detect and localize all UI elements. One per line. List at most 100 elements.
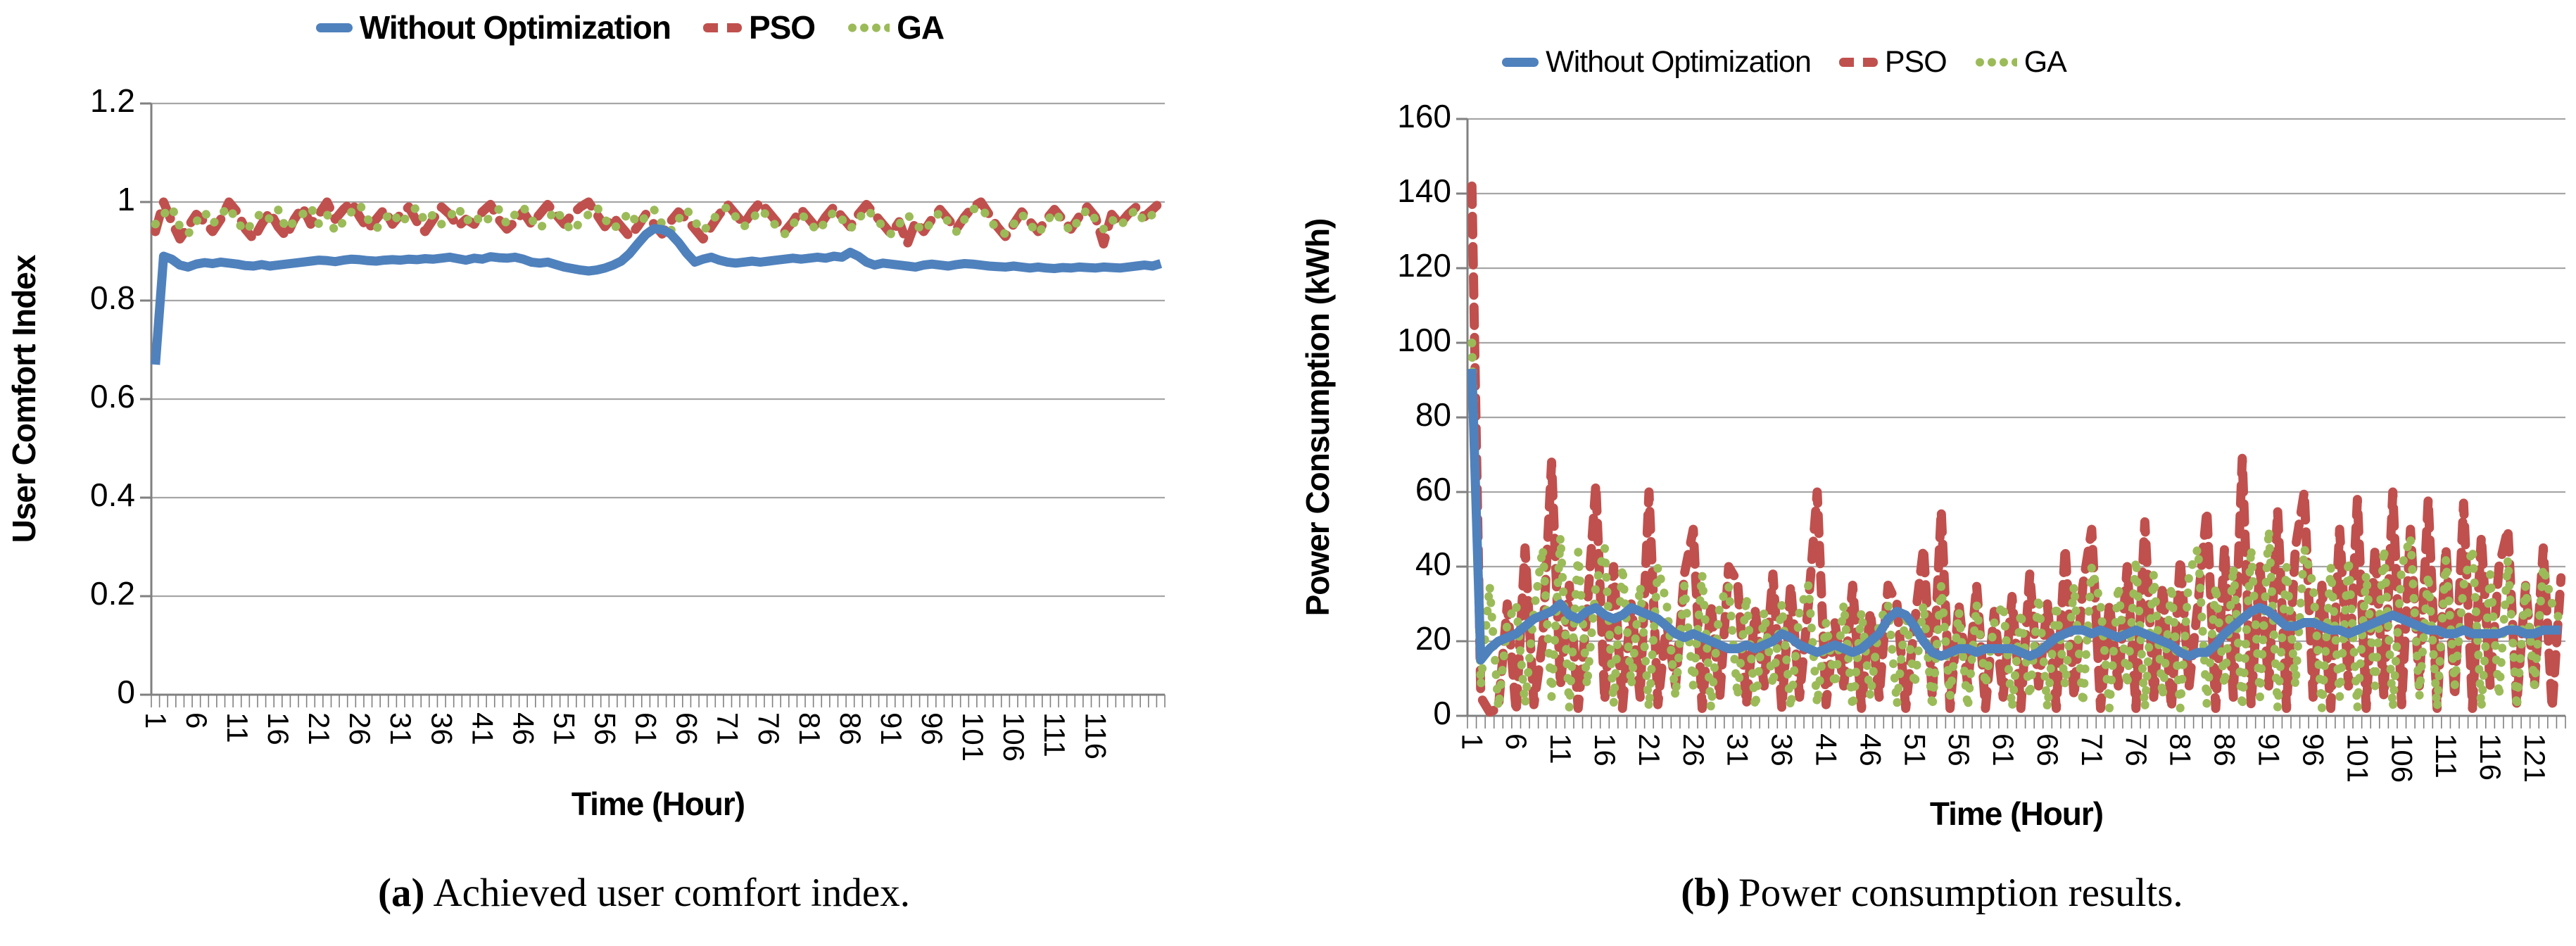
x-tick-label: 46 [507,712,540,745]
y-tick-label: 1 [117,181,135,217]
x-tick-label: 111 [2430,733,2463,778]
y-tick-label: 140 [1397,172,1451,209]
x-tick-label: 51 [548,712,581,745]
x-tick-label: 116 [1079,712,1112,759]
y-tick-label: 0 [117,674,135,710]
x-tick-label: 101 [2341,733,2374,783]
x-tick-label: 106 [997,712,1030,762]
caption-a-text: Achieved user comfort index. [433,871,910,915]
x-tick-label: 31 [1722,733,1755,767]
caption-a-tag: (a) [378,871,425,915]
caption-b-tag: (b) [1681,871,1730,915]
x-tick-label: 71 [2076,733,2109,767]
x-tick-label: 46 [1854,733,1887,767]
x-tick-label: 116 [2474,733,2507,781]
x-tick-label: 86 [2209,733,2242,767]
solid-line-icon [315,23,353,32]
series-line-without-optimization [1467,368,2561,664]
x-tick-label: 11 [221,712,254,743]
legend-item-without-optimization: Without Optimization [315,8,671,46]
x-tick-label: 1 [139,712,172,729]
x-tick-label: 81 [2164,733,2197,767]
x-tick-label: 86 [834,712,867,745]
y-tick-label: 60 [1415,471,1451,507]
y-axis-title: Power Consumption (kWh) [1299,219,1336,617]
x-tick-label: 66 [2031,733,2064,767]
legend-a: Without Optimization PSO GA [0,8,1274,46]
x-tick-label: 71 [712,712,745,745]
comfort-index-chart: 0 0.2 0.4 0.6 0.8 1 1.2 1 6 11 16 21 26 31 36 41 46 51 56 6… [0,0,1288,852]
legend-b: Without Optimization PSO GA [1140,45,2428,80]
x-tick-label: 76 [2120,733,2153,767]
x-tick-label: 91 [2253,733,2286,767]
x-tick-label: 61 [630,712,663,745]
legend-item-without-optimization: Without Optimization [1502,45,1812,80]
x-tick-label: 21 [1633,733,1666,767]
x-tick-label: 81 [793,712,826,745]
series-line-without-optimization [151,224,1163,365]
y-tick-label: 0.8 [90,279,135,316]
comfort-index-plot: 00.20.40.60.811.21 6 11 16 21 26 31 36 41 46 51 56 6… [6,82,1166,822]
legend-label: PSO [748,9,816,46]
dashed-line-icon [1838,58,1878,67]
x-tick-label: 96 [2297,733,2330,767]
x-tick-label: 26 [1677,733,1710,767]
x-tick-label: 56 [1943,733,1976,767]
legend-label: Without Optimization [359,9,671,46]
caption-b-text: Power consumption results. [1738,871,2183,915]
legend-label: GA [897,9,945,46]
legend-item-ga: GA [847,8,945,46]
x-tick-label: 31 [384,712,417,745]
x-tick-label: 11 [1544,733,1577,764]
x-tick-label: 36 [425,712,458,745]
dotted-line-icon [1974,58,2017,67]
y-tick-label: 100 [1397,322,1451,358]
y-tick-label: 0.6 [90,378,135,415]
x-tick-label: 76 [752,712,785,745]
x-tick-label: 26 [343,712,377,745]
legend-label: PSO [1884,45,1947,79]
legend-label: GA [2023,45,2067,79]
y-tick-label: 0.2 [90,575,135,612]
caption-a: (a) Achieved user comfort index. [0,870,1288,916]
y-tick-label: 120 [1397,247,1451,284]
series-line-ga [151,200,1166,239]
x-tick-label: 106 [2385,733,2418,783]
y-tick-label: 0 [1433,695,1451,731]
x-tick-label: 16 [1589,733,1622,767]
x-tick-label: 41 [1810,733,1843,767]
power-consumption-chart: 0 20 40 60 80 100 120 140 160 1 6 11 16 21 26 31 36 41 46 5… [1288,0,2576,852]
dashed-line-icon [702,23,742,32]
x-tick-label: 66 [671,712,704,745]
y-tick-label: 0.4 [90,477,135,513]
solid-line-icon [1502,58,1539,67]
x-tick-label: 6 [1500,733,1533,750]
x-tick-label: 96 [916,712,949,745]
y-tick-label: 40 [1415,545,1451,582]
caption-b: (b) Power consumption results. [1288,870,2576,916]
y-tick-label: 80 [1415,396,1451,433]
y-tick-label: 160 [1397,98,1451,134]
x-tick-label: 51 [1898,733,1931,767]
x-tick-label: 1 [1456,733,1489,750]
x-tick-label: 121 [2518,733,2551,783]
x-tick-label: 21 [303,712,336,745]
legend-item-pso: PSO [702,8,816,46]
x-tick-label: 101 [956,712,990,762]
x-tick-label: 111 [1038,712,1071,757]
legend-item-ga: GA [1974,45,2067,80]
x-axis-title: Time (Hour) [572,786,745,822]
x-tick-label: 36 [1766,733,1799,767]
y-tick-label: 1.2 [90,82,135,119]
x-axis-title: Time (Hour) [1930,795,2103,832]
x-tick-label: 61 [1987,733,2020,767]
dotted-line-icon [847,23,890,32]
x-tick-label: 41 [466,712,499,745]
x-tick-label: 16 [262,712,295,745]
x-tick-label: 6 [180,712,213,729]
y-axis-title: User Comfort Index [6,254,42,543]
x-tick-label: 91 [875,712,908,745]
y-tick-label: 20 [1415,620,1451,657]
